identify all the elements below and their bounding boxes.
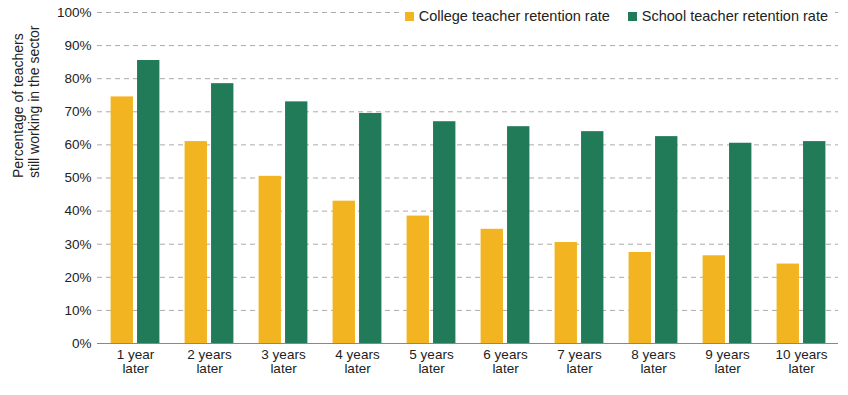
svg-text:3 yearslater: 3 yearslater xyxy=(261,347,306,376)
svg-text:80%: 80% xyxy=(64,71,91,86)
html-text:School teacher retention rate: School teacher retention rate xyxy=(641,8,828,24)
svg-text:70%: 70% xyxy=(64,104,91,119)
svg-text:Percentage of teachersstill wo: Percentage of teachersstill working in t… xyxy=(10,25,42,178)
html-text:College teacher retention rate: College teacher retention rate xyxy=(418,8,610,24)
svg-text:90%: 90% xyxy=(64,38,91,53)
svg-text:10 yearslater: 10 yearslater xyxy=(776,347,828,376)
svg-text:9 yearslater: 9 yearslater xyxy=(705,347,750,376)
svg-text:8 yearslater: 8 yearslater xyxy=(631,347,676,376)
svg-text:100%: 100% xyxy=(57,5,92,20)
svg-text:1 yearlater: 1 yearlater xyxy=(117,347,155,376)
svg-text:40%: 40% xyxy=(64,203,91,218)
svg-text:6 yearslater: 6 yearslater xyxy=(483,347,528,376)
svg-text:4 yearslater: 4 yearslater xyxy=(335,347,380,376)
svg-text:20%: 20% xyxy=(64,270,91,285)
svg-text:5 yearslater: 5 yearslater xyxy=(409,347,454,376)
svg-text:30%: 30% xyxy=(64,237,91,252)
svg-text:7 yearslater: 7 yearslater xyxy=(557,347,602,376)
svg-text:10%: 10% xyxy=(64,303,91,318)
svg-text:0%: 0% xyxy=(72,336,92,351)
svg-text:50%: 50% xyxy=(64,170,91,185)
svg-text:60%: 60% xyxy=(64,137,91,152)
svg-text:2 yearslater: 2 yearslater xyxy=(187,347,232,376)
